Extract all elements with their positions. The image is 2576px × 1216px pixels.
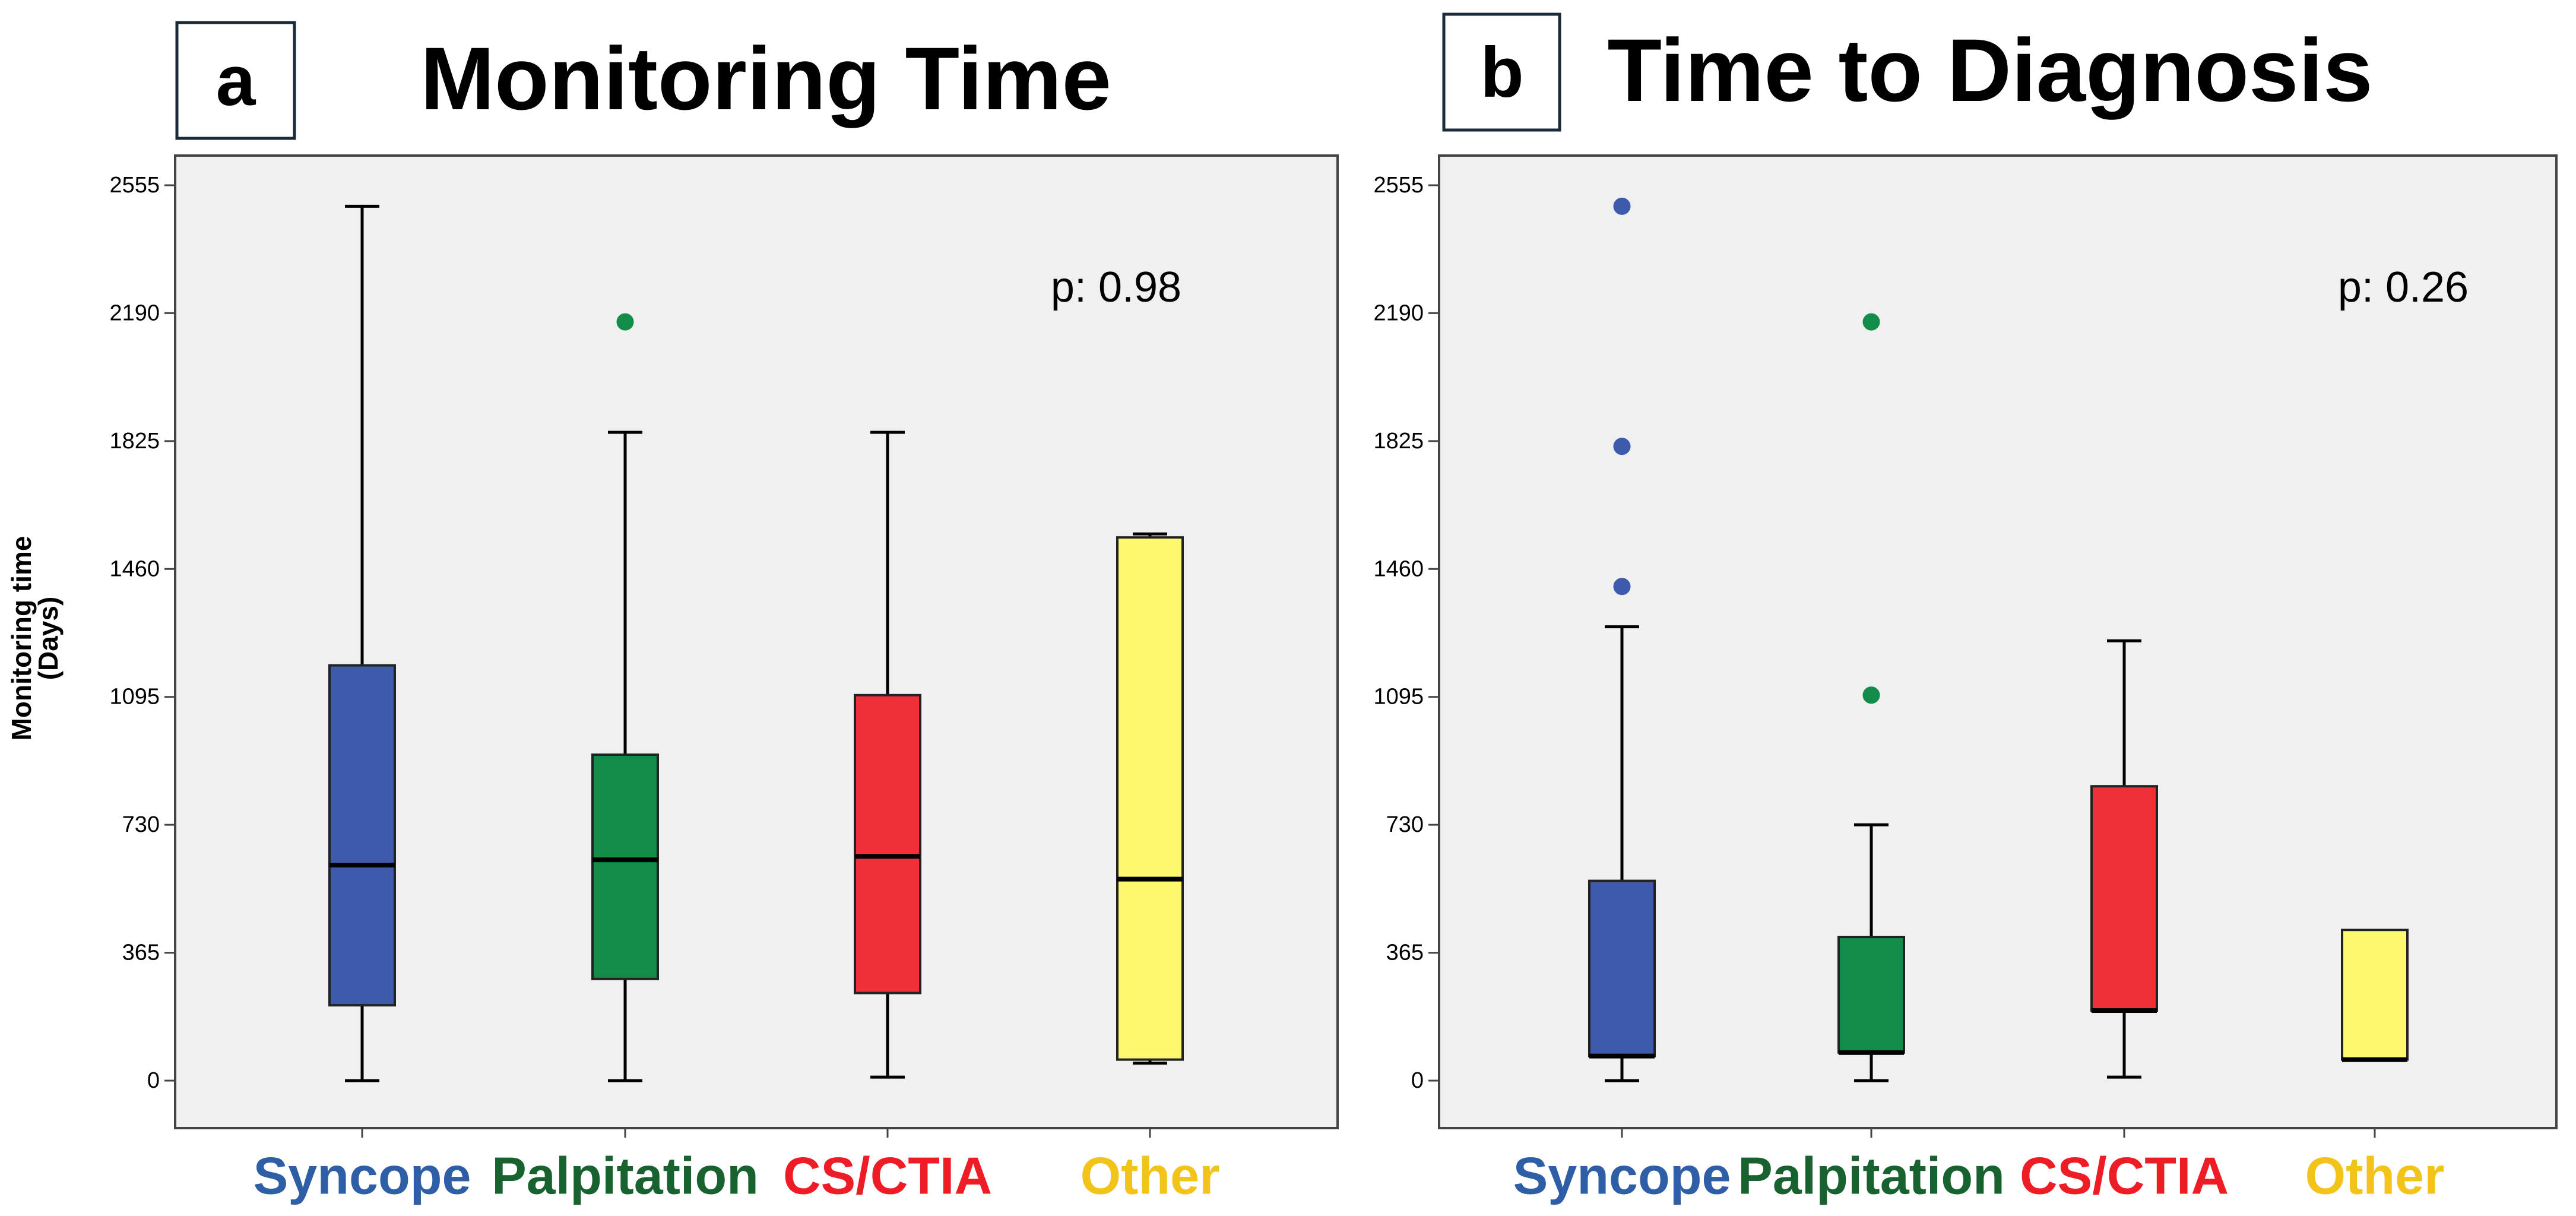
iqr-box	[1116, 536, 1184, 1061]
box-cs-ctia	[2090, 639, 2158, 1079]
iqr-box	[2341, 929, 2409, 1061]
category-label: Palpitation	[1738, 1147, 2005, 1205]
outlier-point	[1862, 686, 1880, 704]
iqr-box	[2090, 785, 2158, 1012]
panel-b-letter-box	[1442, 12, 1561, 132]
y-tick-label: 365	[122, 940, 160, 965]
panel-a-letter: a	[216, 41, 256, 121]
iqr-box	[1837, 936, 1905, 1054]
outlier-point	[1862, 313, 1880, 331]
y-tick-label: 1095	[109, 685, 160, 710]
y-tick-label: 730	[1386, 812, 1424, 837]
y-tick-label: 1825	[109, 429, 160, 454]
category-label: Palpitation	[492, 1147, 759, 1205]
panel-a-boxes	[328, 204, 1184, 1138]
box-cs-ctia	[854, 430, 921, 1079]
outlier-point	[1613, 438, 1631, 455]
panel-a-title: Monitoring Time	[420, 28, 1111, 128]
iqr-box	[1588, 879, 1656, 1057]
y-axis-title-line-2: (Days)	[33, 597, 64, 680]
iqr-box	[591, 753, 659, 980]
panel-b-title: Time to Diagnosis	[1607, 20, 2372, 120]
box-other	[2341, 929, 2409, 1062]
box-palpitation	[1837, 313, 1905, 1082]
panel-b-y-axis: 0 365 730 1095 1460 1825 2190 2555	[1373, 173, 1439, 1093]
panel-a-y-axis: 0 365 730 1095 1460 1825 2190 2555	[109, 173, 175, 1093]
category-label: Syncope	[1513, 1147, 1731, 1205]
panel-b: b Time to Diagnosis p: 0.26 0 365 730 1095 1…	[1373, 12, 2558, 1205]
y-tick-label: 1460	[1373, 556, 1424, 581]
category-label: Syncope	[254, 1147, 471, 1205]
y-tick-label: 2190	[109, 300, 160, 325]
box-syncope	[328, 204, 396, 1082]
panel-b-letter: b	[1480, 33, 1523, 112]
box-syncope	[1588, 197, 1656, 1082]
panel-a-category-labels: Syncope Palpitation CS/CTIA Other	[254, 1147, 1220, 1205]
y-tick-label: 1825	[1373, 429, 1424, 454]
y-tick-label: 730	[122, 812, 160, 837]
outlier-point	[616, 313, 634, 331]
panel-b-p-value: p: 0.26	[2338, 264, 2469, 311]
box-other	[1116, 532, 1184, 1065]
category-label: Other	[1081, 1147, 1220, 1205]
category-label: CS/CTIA	[2020, 1147, 2229, 1205]
category-label: CS/CTIA	[783, 1147, 992, 1205]
panel-a-p-value: p: 0.98	[1051, 264, 1181, 311]
y-tick-label: 1460	[109, 556, 160, 581]
outlier-point	[1613, 197, 1631, 215]
y-axis-title-line-1: Monitoring time	[6, 536, 37, 741]
panel-b-category-labels: Syncope Palpitation CS/CTIA Other	[1513, 1147, 2445, 1205]
y-tick-label: 1095	[1373, 685, 1424, 710]
y-tick-label: 2555	[109, 173, 160, 198]
y-tick-label: 2190	[1373, 300, 1424, 325]
box-palpitation	[591, 313, 659, 1082]
y-tick-label: 365	[1386, 940, 1424, 965]
category-label: Other	[2305, 1147, 2445, 1205]
iqr-box	[854, 694, 921, 995]
outlier-point	[1613, 578, 1631, 596]
y-tick-label: 0	[1411, 1068, 1424, 1093]
y-tick-label: 0	[147, 1068, 160, 1093]
panel-b-boxes	[1588, 197, 2409, 1138]
iqr-box	[328, 664, 396, 1007]
panel-a: a Monitoring Time Monitoring time (Days)…	[6, 21, 1339, 1205]
panel-a-letter-box	[175, 21, 296, 140]
y-tick-label: 2555	[1373, 173, 1424, 198]
